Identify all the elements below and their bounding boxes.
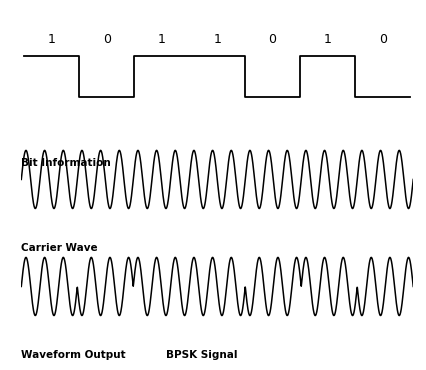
- Text: Bit Information: Bit Information: [21, 158, 111, 168]
- Text: 0: 0: [268, 33, 276, 46]
- Text: 1: 1: [324, 33, 331, 46]
- Text: Carrier Wave: Carrier Wave: [21, 243, 98, 253]
- Text: 1: 1: [48, 33, 56, 46]
- Text: Waveform Output: Waveform Output: [21, 350, 126, 360]
- Text: 0: 0: [103, 33, 111, 46]
- Text: 1: 1: [158, 33, 166, 46]
- Text: BPSK Signal: BPSK Signal: [166, 350, 238, 360]
- Text: 1: 1: [213, 33, 221, 46]
- Text: 0: 0: [379, 33, 387, 46]
